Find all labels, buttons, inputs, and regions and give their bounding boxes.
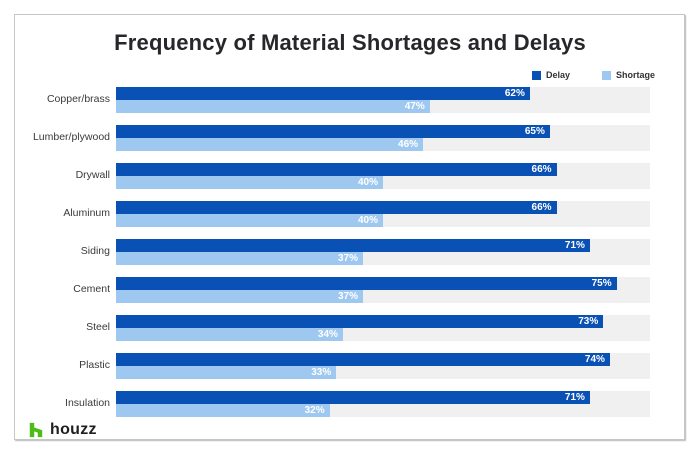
shortage-bar: 37% [116,290,363,303]
legend-item-delay: Delay [531,70,570,80]
value-label: 37% [337,291,358,302]
shortage-bar: 47% [116,100,430,113]
bar-group: Plastic 74% 33% [15,353,650,379]
delay-bar: 66% [116,201,557,214]
delay-bar-track: 71% [116,391,650,404]
value-label: 47% [404,101,425,112]
value-label: 33% [311,367,332,378]
delay-bar: 75% [116,277,617,290]
legend: Delay Shortage [531,70,655,80]
delay-bar-track: 66% [116,201,650,214]
delay-bar-track: 75% [116,277,650,290]
category-label: Insulation [65,397,110,410]
shortage-bar-track: 32% [116,404,650,417]
category-label: Aluminum [63,207,110,220]
delay-bar: 74% [116,353,610,366]
delay-bar-track: 66% [116,163,650,176]
bar-pair: 73% 34% [116,315,650,341]
bar-group: Drywall 66% 40% [15,163,650,189]
shortage-bar: 32% [116,404,330,417]
shortage-bar-track: 47% [116,100,650,113]
value-label: 66% [531,164,552,175]
value-label: 73% [578,316,599,327]
bar-group: Siding 71% 37% [15,239,650,265]
shortage-bar-track: 34% [116,328,650,341]
delay-bar: 73% [116,315,604,328]
category-label: Drywall [75,169,110,182]
shortage-bar-track: 33% [116,366,650,379]
value-label: 34% [317,329,338,340]
delay-bar: 71% [116,239,590,252]
shortage-bar: 34% [116,328,343,341]
bar-group: Copper/brass 62% 47% [15,87,650,113]
value-label: 65% [524,126,545,137]
value-label: 71% [564,392,585,403]
shortage-bar: 33% [116,366,337,379]
bar-pair: 66% 40% [116,201,650,227]
houzz-logo: houzz [28,421,97,439]
bar-pair: 65% 46% [116,125,650,151]
houzz-wordmark: houzz [50,421,97,438]
shortage-swatch-icon [601,70,611,80]
category-label: Siding [80,245,110,258]
bar-group: Steel 73% 34% [15,315,650,341]
value-label: 71% [564,240,585,251]
delay-swatch-icon [531,70,541,80]
shortage-bar: 46% [116,138,424,151]
delay-bar: 65% [116,125,550,138]
value-label: 74% [584,354,605,365]
value-label: 40% [357,215,378,226]
delay-bar-track: 74% [116,353,650,366]
bar-pair: 66% 40% [116,163,650,189]
bar-pair: 75% 37% [116,277,650,303]
delay-bar-track: 62% [116,87,650,100]
bar-group: Cement 75% 37% [15,277,650,303]
bar-rows: Copper/brass 62% 47% Lumber/plywood 65% 46% Dr… [15,87,650,429]
category-label: Copper/brass [46,93,110,106]
bar-pair: 62% 47% [116,87,650,113]
shortage-bar-track: 46% [116,138,650,151]
category-label: Steel [86,321,110,334]
bar-pair: 71% 32% [116,391,650,417]
shortage-bar: 40% [116,176,383,189]
legend-label-delay: Delay [545,70,570,80]
category-label: Cement [73,283,110,296]
shortage-bar: 37% [116,252,363,265]
houzz-h-icon [29,422,43,438]
legend-item-shortage: Shortage [601,70,655,80]
legend-label-shortage: Shortage [615,70,655,80]
bar-group: Lumber/plywood 65% 46% [15,125,650,151]
delay-bar-track: 71% [116,239,650,252]
value-label: 75% [591,278,612,289]
shortage-bar: 40% [116,214,383,227]
category-label: Plastic [79,359,110,372]
value-label: 37% [337,253,358,264]
shortage-bar-track: 40% [116,214,650,227]
bar-group: Insulation 71% 32% [15,391,650,417]
category-label: Lumber/plywood [32,131,110,144]
value-label: 32% [304,405,325,416]
delay-bar: 66% [116,163,557,176]
delay-bar: 62% [116,87,530,100]
bar-pair: 74% 33% [116,353,650,379]
delay-bar-track: 73% [116,315,650,328]
value-label: 46% [398,139,419,150]
delay-bar-track: 65% [116,125,650,138]
value-label: 40% [357,177,378,188]
value-label: 62% [504,88,525,99]
bar-group: Aluminum 66% 40% [15,201,650,227]
chart-title: Frequency of Material Shortages and Dela… [114,30,586,55]
bar-pair: 71% 37% [116,239,650,265]
value-label: 66% [531,202,552,213]
shortage-bar-track: 37% [116,252,650,265]
shortage-bar-track: 37% [116,290,650,303]
delay-bar: 71% [116,391,590,404]
shortage-bar-track: 40% [116,176,650,189]
